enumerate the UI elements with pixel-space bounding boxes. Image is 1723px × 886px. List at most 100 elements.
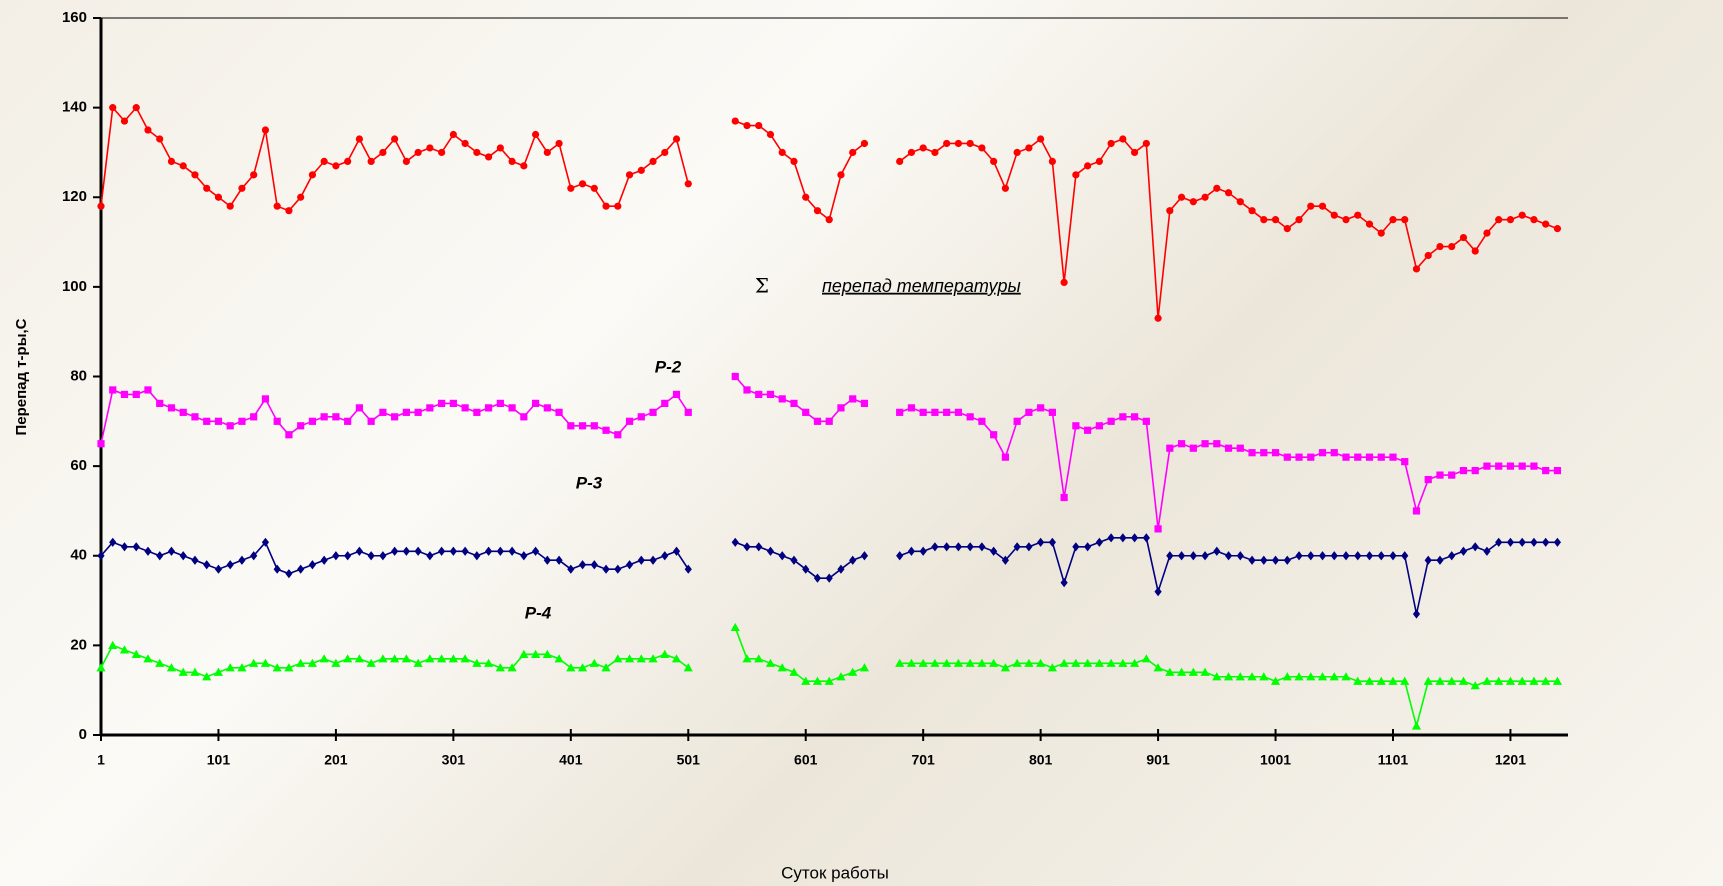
x-tick-label: 601 <box>794 752 818 768</box>
marker <box>743 121 751 130</box>
marker <box>1071 658 1081 667</box>
marker <box>120 542 129 552</box>
marker <box>96 663 106 672</box>
marker <box>402 157 410 165</box>
marker <box>1224 444 1233 452</box>
x-tick-label: 1001 <box>1260 752 1291 768</box>
marker <box>1353 676 1363 685</box>
marker <box>508 157 516 165</box>
marker <box>1176 667 1187 676</box>
marker <box>1377 229 1385 237</box>
marker <box>1401 458 1409 466</box>
marker <box>1189 198 1197 206</box>
marker <box>1037 537 1045 547</box>
x-tick-label: 301 <box>442 752 466 768</box>
marker <box>931 408 939 416</box>
marker <box>391 546 399 556</box>
marker <box>602 564 610 574</box>
marker <box>355 546 363 556</box>
marker <box>661 399 669 407</box>
y-tick-label: 20 <box>70 636 87 653</box>
marker <box>214 564 223 574</box>
marker <box>1295 216 1303 224</box>
marker <box>308 560 317 570</box>
marker <box>1177 440 1186 448</box>
marker <box>402 408 410 416</box>
marker <box>225 663 235 672</box>
marker <box>1294 672 1304 681</box>
marker <box>1412 265 1421 273</box>
marker <box>755 390 763 399</box>
marker <box>1107 139 1115 148</box>
marker <box>1388 676 1398 685</box>
marker <box>191 171 199 179</box>
marker <box>531 546 540 556</box>
sigma-label: Σ <box>755 274 769 298</box>
marker <box>1224 551 1233 561</box>
marker <box>1213 546 1221 556</box>
marker <box>1401 216 1409 224</box>
marker <box>379 551 387 561</box>
marker <box>495 663 505 672</box>
marker <box>1142 533 1150 543</box>
marker <box>1506 462 1515 470</box>
marker <box>1025 542 1033 552</box>
marker <box>261 126 270 134</box>
marker <box>742 654 752 663</box>
marker <box>813 573 822 583</box>
marker <box>203 560 211 570</box>
marker <box>250 171 258 179</box>
marker <box>1448 471 1456 479</box>
marker <box>202 672 212 681</box>
marker <box>1248 555 1256 565</box>
marker <box>1470 681 1480 690</box>
marker <box>812 676 823 685</box>
marker <box>1542 537 1550 547</box>
marker <box>990 546 998 556</box>
marker <box>1000 663 1010 672</box>
marker <box>1270 676 1281 685</box>
marker <box>577 663 588 672</box>
marker <box>1552 676 1563 685</box>
marker <box>578 560 587 570</box>
marker <box>273 564 281 574</box>
marker <box>285 207 293 215</box>
marker <box>1330 449 1338 457</box>
marker <box>343 654 353 663</box>
marker <box>837 564 845 574</box>
marker <box>1095 537 1103 547</box>
marker <box>1271 449 1280 457</box>
marker <box>802 564 810 574</box>
marker <box>1329 672 1339 681</box>
marker <box>1389 453 1397 461</box>
marker <box>1330 551 1338 561</box>
y-tick-label: 0 <box>79 726 87 743</box>
marker <box>614 564 622 574</box>
marker <box>1542 467 1550 475</box>
marker <box>661 148 669 157</box>
y-tick-label: 160 <box>62 9 87 26</box>
marker <box>1130 533 1139 543</box>
y-axis-label: Перепад т-ры,С <box>13 318 30 435</box>
marker <box>379 148 387 157</box>
marker <box>237 663 247 672</box>
x-tick-label: 1101 <box>1378 752 1409 768</box>
marker <box>554 654 564 663</box>
marker <box>156 551 164 561</box>
y-tick-label: 80 <box>70 367 87 384</box>
marker <box>566 663 576 672</box>
marker <box>1530 216 1538 224</box>
marker <box>1436 555 1444 565</box>
series-label: P-3 <box>576 473 603 492</box>
marker <box>978 144 986 152</box>
marker <box>1471 467 1479 475</box>
x-tick-label: 801 <box>1029 752 1053 768</box>
marker <box>1495 462 1503 470</box>
marker <box>190 667 200 676</box>
marker <box>943 542 951 552</box>
marker <box>1260 555 1268 565</box>
marker <box>472 658 482 667</box>
marker <box>1482 676 1492 685</box>
marker <box>636 654 646 663</box>
marker <box>649 157 657 165</box>
